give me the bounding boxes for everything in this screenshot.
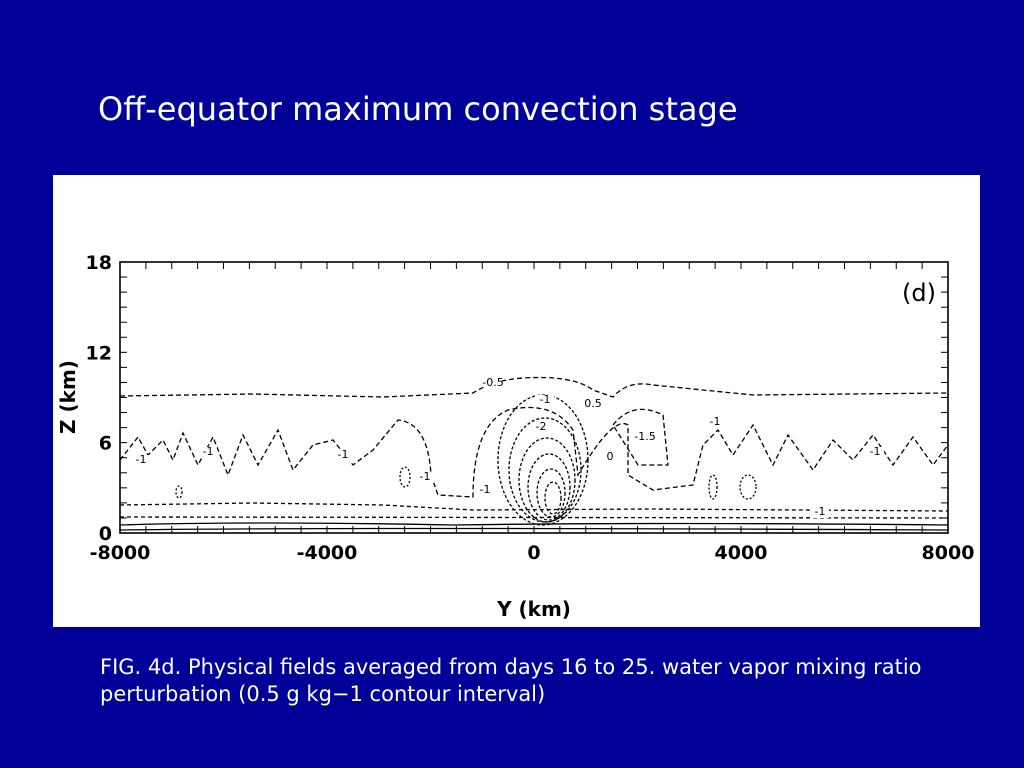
contour-label-bg <box>476 485 494 496</box>
contour-line <box>119 376 949 398</box>
contour-label-bg <box>636 432 654 443</box>
y-tick-label: 12 <box>86 342 112 364</box>
contour-label-bg <box>584 399 602 410</box>
contour-label-bg <box>199 447 217 458</box>
contours <box>119 261 949 534</box>
contour-label: -1 <box>540 393 551 406</box>
contour-line <box>119 522 949 526</box>
plot-frame <box>119 261 949 534</box>
slide-title: Off-equator maximum convection stage <box>98 90 738 128</box>
contour-label-bg <box>601 452 619 463</box>
contour-label: -1 <box>710 415 721 428</box>
contour-line <box>119 527 949 531</box>
contour-label-bg <box>811 507 829 518</box>
y-tick-label: 0 <box>99 523 112 545</box>
x-tick-label: 4000 <box>715 542 768 564</box>
contour-line <box>119 502 949 512</box>
contour-label-bg <box>866 447 884 458</box>
contour-label: -1 <box>480 483 491 496</box>
contour-label: -1 <box>870 445 881 458</box>
contour-label: -1 <box>420 470 431 483</box>
contour-label-bg <box>532 422 550 433</box>
contour-label-bg <box>484 378 502 389</box>
contour-label: -0.5 <box>482 376 503 389</box>
contour-label-bg <box>416 472 434 483</box>
contour-label: -2 <box>536 420 547 433</box>
figure: (d) Z (km) Y (km) 0 6 12 18 -8000 -4000 0 4000 8… <box>53 175 980 627</box>
contour-cluster <box>497 394 589 526</box>
x-axis-title: Y (km) <box>496 597 571 621</box>
contour-label: -1 <box>815 505 826 518</box>
contour-label: -1 <box>136 453 147 466</box>
panel-label: (d) <box>902 279 936 307</box>
contour-label-bg <box>334 450 352 461</box>
x-tick-label: -8000 <box>90 542 151 564</box>
contour-label: 0 <box>607 450 614 463</box>
x-tick-label: 8000 <box>922 542 975 564</box>
contour-line <box>119 516 949 519</box>
contour-label-bg <box>536 395 554 406</box>
caption: FIG. 4d. Physical fields averaged from d… <box>100 655 922 706</box>
contour-label-bg <box>706 417 724 428</box>
contour-label: -1 <box>338 448 349 461</box>
contour-label: -1.5 <box>634 430 655 443</box>
y-axis-title: Z (km) <box>56 360 80 434</box>
x-tick-label: 0 <box>527 542 540 564</box>
contour-label-bg <box>132 455 150 466</box>
contour-label: 0.5 <box>584 397 602 410</box>
contour-line <box>119 406 949 498</box>
contour-line <box>612 408 669 466</box>
y-tick-label: 18 <box>86 252 112 274</box>
x-tick-label: -4000 <box>297 542 358 564</box>
contour-label: -1 <box>203 445 214 458</box>
y-tick-label: 6 <box>99 433 112 455</box>
contour-plot: (d) Z (km) Y (km) 0 6 12 18 -8000 -4000 0 4000 8… <box>56 252 975 621</box>
